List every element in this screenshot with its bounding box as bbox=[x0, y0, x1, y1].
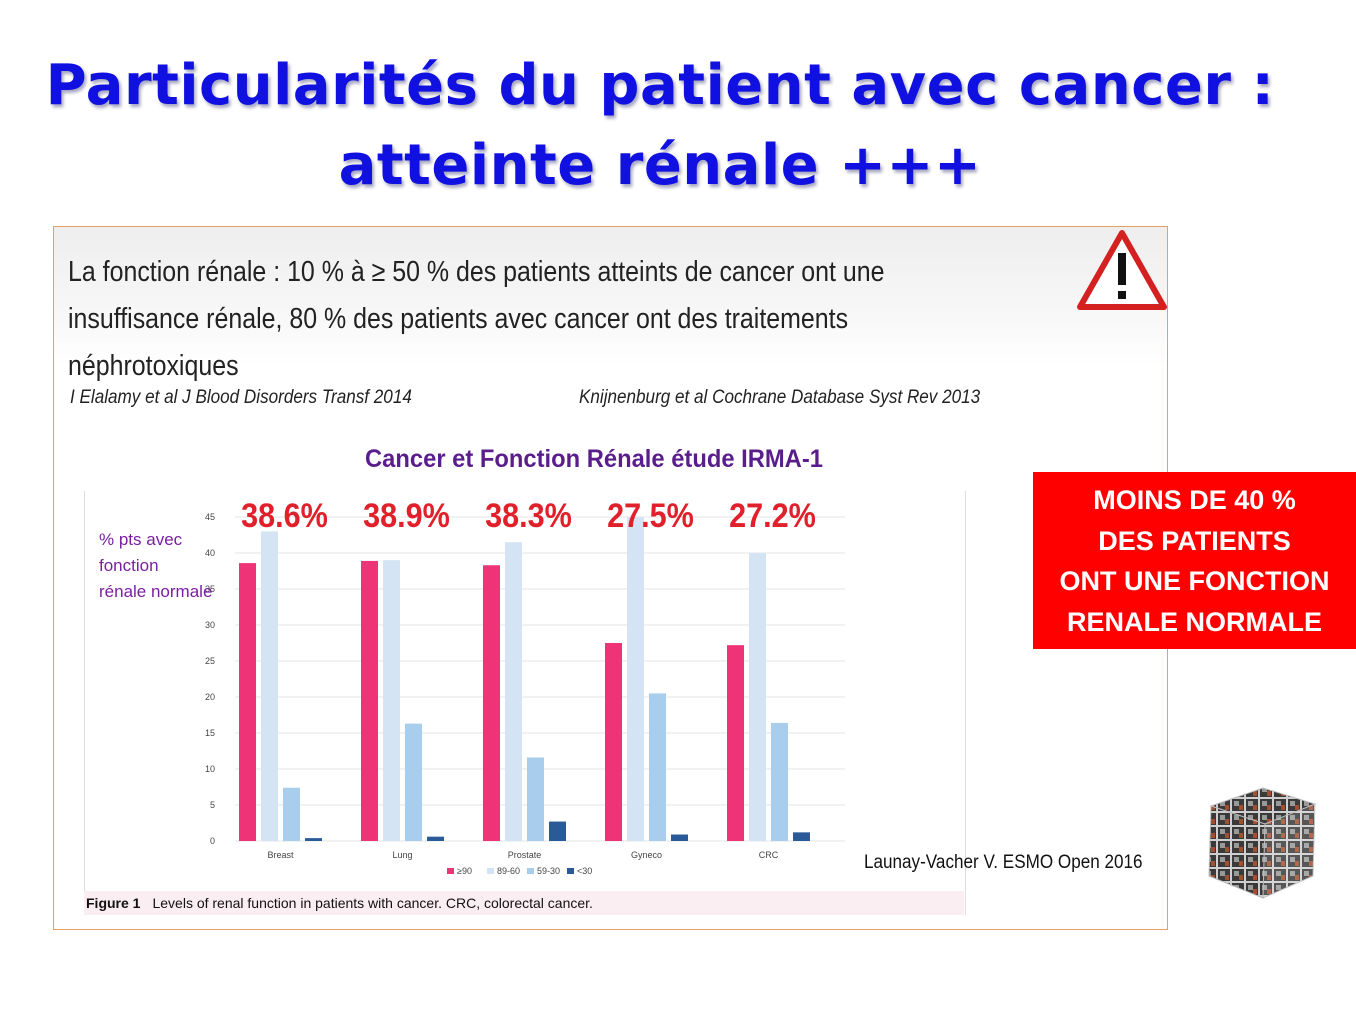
body-line-1: La fonction rénale : 10 % à ≥ 50 % des p… bbox=[68, 256, 885, 288]
legend-label: 89-60 bbox=[497, 866, 520, 876]
chart-title: Cancer et Fonction Rénale étude IRMA-1 bbox=[365, 445, 823, 473]
bar-crc-2 bbox=[771, 722, 788, 841]
bar-lung-0 bbox=[361, 560, 378, 841]
figure-caption-text: Levels of renal function in patients wit… bbox=[152, 895, 593, 911]
y-tick-label: 25 bbox=[205, 656, 215, 666]
y-tick-label: 40 bbox=[205, 548, 215, 558]
legend-swatch bbox=[527, 868, 534, 874]
bar-gyneco-3 bbox=[671, 834, 688, 841]
legend-label: ≥90 bbox=[457, 866, 472, 876]
callout-line-2: DES PATIENTS bbox=[1098, 525, 1291, 556]
bar-breast-2 bbox=[283, 787, 300, 841]
legend-swatch bbox=[487, 868, 494, 874]
bar-lung-3 bbox=[427, 836, 444, 841]
image-cube-logo bbox=[1208, 787, 1317, 899]
slide-title: Particularités du patient avec cancer : … bbox=[0, 46, 1320, 206]
content-panel: La fonction rénale : 10 % à ≥ 50 % des p… bbox=[53, 226, 1168, 930]
x-tick-label: Breast bbox=[267, 850, 294, 860]
highlight-label: 38.6% bbox=[241, 497, 328, 535]
y-tick-label: 10 bbox=[205, 764, 215, 774]
x-tick-label: Prostate bbox=[508, 850, 542, 860]
bar-prostate-3 bbox=[549, 821, 566, 841]
callout-line-1: MOINS DE 40 % bbox=[1093, 485, 1296, 515]
y-axis-label: % pts avec bbox=[99, 530, 183, 549]
bar-crc-0 bbox=[727, 645, 744, 841]
y-tick-label: 30 bbox=[205, 620, 215, 630]
bar-gyneco-1 bbox=[627, 517, 644, 841]
bar-gyneco-0 bbox=[605, 643, 622, 841]
chart-area: 0 5 10 15 20 25 30 35 40 45 % pts avec fonction réna… bbox=[84, 491, 966, 915]
legend-label: 59-30 bbox=[537, 866, 560, 876]
title-line-2: atteinte rénale +++ bbox=[338, 133, 982, 198]
bar-lung-2 bbox=[405, 723, 422, 841]
warning-triangle-icon bbox=[1077, 230, 1167, 310]
bar-crc-1 bbox=[749, 553, 766, 841]
y-tick-label: 0 bbox=[210, 836, 215, 846]
citation-right: Knijnenburg et al Cochrane Database Syst… bbox=[579, 387, 981, 408]
citation-left: I Elalamy et al J Blood Disorders Transf… bbox=[70, 387, 412, 408]
highlight-label: 38.3% bbox=[485, 497, 572, 535]
y-tick-label: 5 bbox=[210, 800, 215, 810]
body-line-2: insuffisance rénale, 80 % des patients a… bbox=[68, 303, 849, 335]
highlight-label: 38.9% bbox=[363, 497, 450, 535]
callout-line-4: RENALE NORMALE bbox=[1067, 606, 1322, 637]
source-citation: Launay-Vacher V. ESMO Open 2016 bbox=[864, 852, 1143, 873]
legend-label: <30 bbox=[577, 866, 592, 876]
x-tick-label: CRC bbox=[759, 850, 779, 860]
highlight-label: 27.2% bbox=[729, 497, 816, 535]
bar-gyneco-2 bbox=[649, 693, 666, 841]
y-tick-label: 20 bbox=[205, 692, 215, 702]
highlight-label: 27.5% bbox=[607, 497, 694, 535]
y-axis-label: fonction bbox=[99, 556, 159, 575]
bar-prostate-2 bbox=[527, 757, 544, 841]
bar-breast-3 bbox=[305, 838, 322, 841]
legend-swatch bbox=[447, 868, 454, 874]
body-line-3: néphrotoxiques bbox=[68, 350, 239, 382]
callout-line-3: ONT UNE FONCTION bbox=[1059, 566, 1330, 596]
figure-caption: Figure 1 Levels of renal function in pati… bbox=[86, 895, 593, 911]
x-tick-label: Gyneco bbox=[631, 850, 662, 860]
legend-swatch bbox=[567, 868, 574, 874]
bar-crc-3 bbox=[793, 832, 810, 841]
y-axis-label: rénale normale bbox=[99, 582, 212, 601]
bar-lung-1 bbox=[383, 560, 400, 841]
title-line-1: Particularités du patient avec cancer : bbox=[45, 53, 1275, 118]
bar-chart: 0 5 10 15 20 25 30 35 40 45 % pts avec fonction réna… bbox=[99, 497, 845, 876]
figure-caption-label: Figure 1 bbox=[86, 895, 141, 911]
y-tick-label: 15 bbox=[205, 728, 215, 738]
bar-breast-1 bbox=[261, 531, 278, 841]
bar-breast-0 bbox=[239, 563, 256, 841]
y-tick-label: 35 bbox=[205, 584, 215, 594]
x-tick-label: Lung bbox=[392, 850, 412, 860]
callout-box: MOINS DE 40 % DES PATIENTS ONT UNE FONCT… bbox=[1033, 472, 1356, 649]
bar-prostate-0 bbox=[483, 565, 500, 841]
y-tick-label: 45 bbox=[205, 512, 215, 522]
body-text: La fonction rénale : 10 % à ≥ 50 % des p… bbox=[68, 249, 1048, 390]
bar-prostate-1 bbox=[505, 542, 522, 841]
